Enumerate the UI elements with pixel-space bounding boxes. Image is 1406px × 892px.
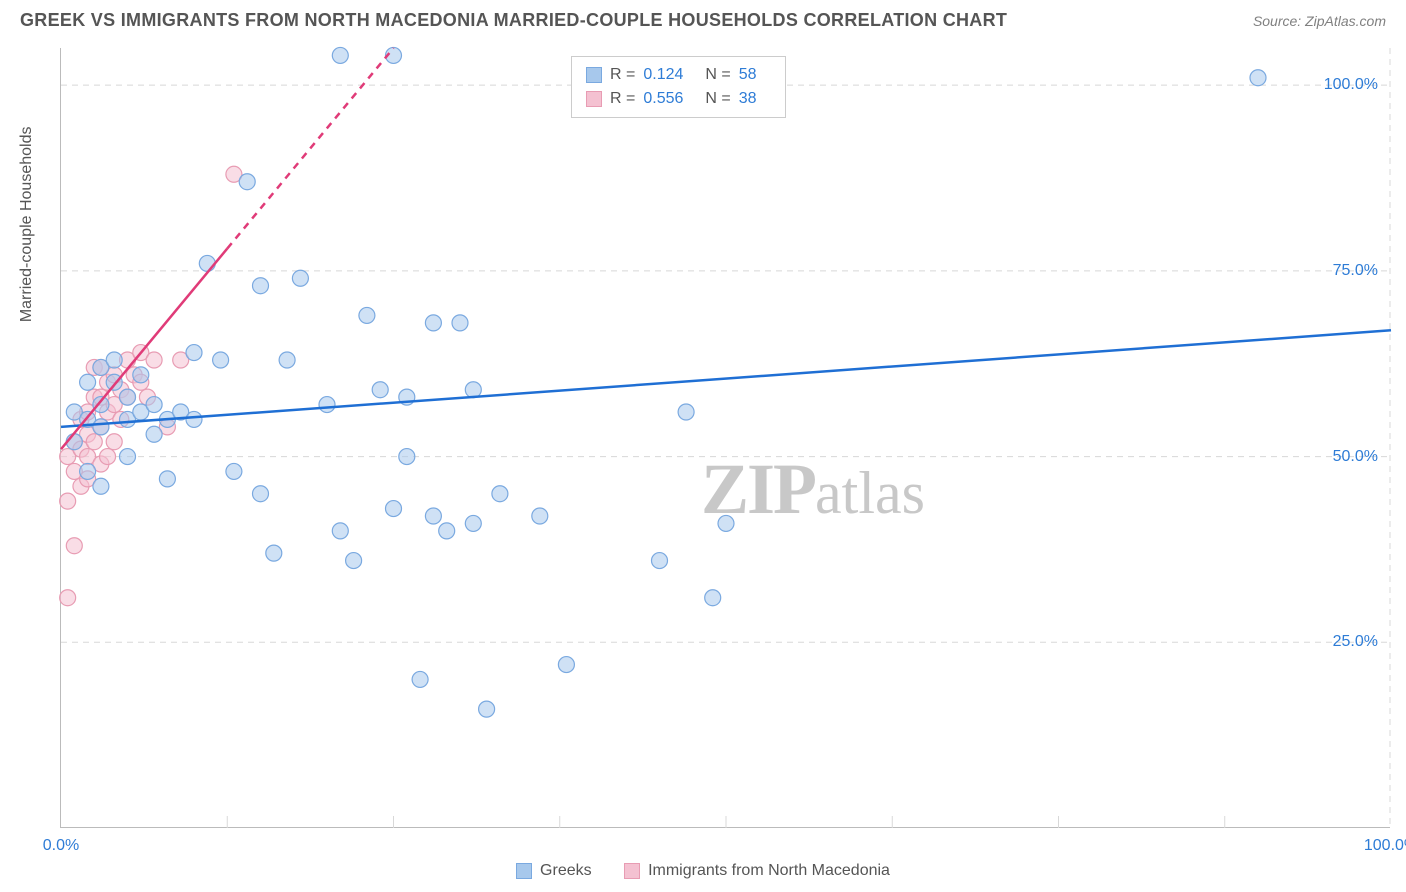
- n-value-immigrants: 38: [739, 87, 757, 111]
- r-label: R =: [610, 87, 635, 111]
- legend-row-immigrants: R = 0.556 N = 38: [586, 87, 771, 111]
- ytick-label: 50.0%: [1333, 448, 1378, 466]
- series-legend: Greeks Immigrants from North Macedonia: [0, 862, 1406, 884]
- swatch-greeks-icon: [586, 67, 602, 83]
- chart-title: GREEK VS IMMIGRANTS FROM NORTH MACEDONIA…: [20, 10, 1007, 31]
- chart-plot-area: R = 0.124 N = 58 R = 0.556 N = 38 ZIPatl…: [60, 48, 1390, 828]
- legend-item-immigrants: Immigrants from North Macedonia: [624, 862, 890, 880]
- source-label: Source: ZipAtlas.com: [1253, 13, 1386, 29]
- yaxis-title: Married-couple Households: [18, 127, 36, 323]
- xtick-label: 0.0%: [43, 837, 79, 855]
- r-value-greeks: 0.124: [643, 63, 683, 87]
- n-label: N =: [705, 63, 730, 87]
- ytick-label: 75.0%: [1333, 262, 1378, 280]
- legend-label-immigrants: Immigrants from North Macedonia: [648, 862, 890, 880]
- scatter-plot-svg: [61, 48, 1390, 827]
- swatch-immigrants-icon: [586, 91, 602, 107]
- xtick-label: 100.0%: [1364, 837, 1406, 855]
- legend-row-greeks: R = 0.124 N = 58: [586, 63, 771, 87]
- legend-label-greeks: Greeks: [540, 862, 592, 880]
- correlation-legend: R = 0.124 N = 58 R = 0.556 N = 38: [571, 56, 786, 118]
- r-label: R =: [610, 63, 635, 87]
- swatch-greeks-icon: [516, 863, 532, 879]
- r-value-immigrants: 0.556: [643, 87, 683, 111]
- legend-item-greeks: Greeks: [516, 862, 592, 880]
- ytick-label: 25.0%: [1333, 633, 1378, 651]
- swatch-immigrants-icon: [624, 863, 640, 879]
- n-value-greeks: 58: [739, 63, 757, 87]
- n-label: N =: [705, 87, 730, 111]
- ytick-label: 100.0%: [1324, 76, 1378, 94]
